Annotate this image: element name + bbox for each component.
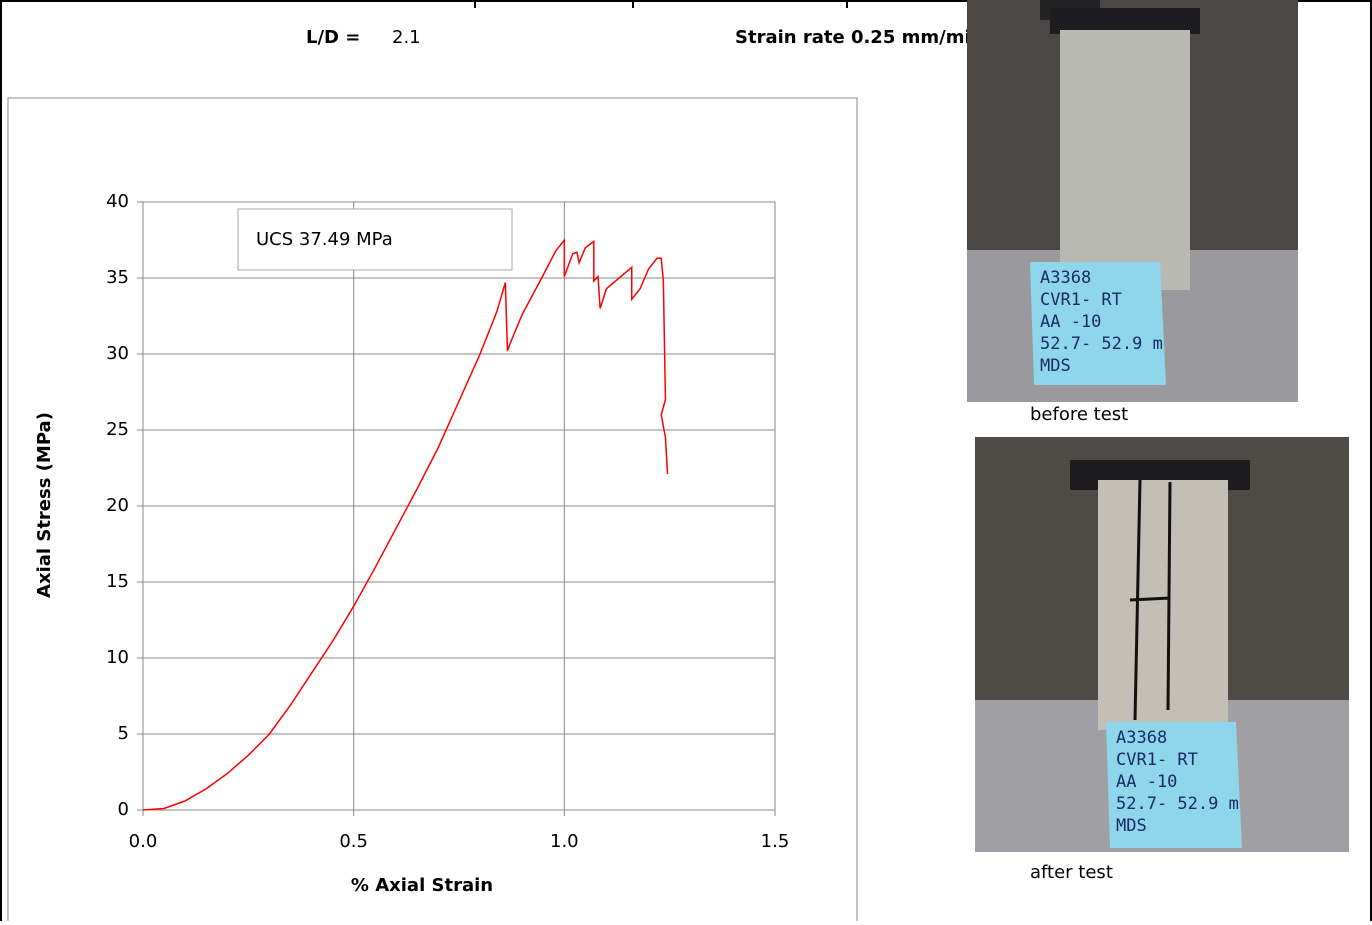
x-tick-label: 0.5 bbox=[339, 831, 368, 852]
y-tick-label: 15 bbox=[106, 571, 129, 592]
ld-label: L/D = bbox=[306, 27, 360, 48]
photo-before bbox=[967, 0, 1298, 402]
y-axis-label: Axial Stress (MPa) bbox=[34, 412, 55, 598]
ld-value: 2.1 bbox=[392, 27, 421, 48]
photo-note: MDS bbox=[1116, 816, 1147, 836]
y-tick-label: 10 bbox=[106, 647, 129, 668]
photo-note: MDS bbox=[1040, 356, 1071, 376]
photo-note: AA -10 bbox=[1040, 312, 1101, 332]
y-tick-label: 20 bbox=[106, 495, 129, 516]
annotation-box bbox=[237, 208, 513, 271]
y-tick-label: 40 bbox=[106, 191, 129, 212]
annotation: UCS 37.49 MPa bbox=[256, 229, 393, 250]
photo-note: 52.7- 52.9 m bbox=[1116, 794, 1239, 814]
x-axis-label: % Axial Strain bbox=[351, 875, 493, 896]
photo-note: CVR1- RT bbox=[1040, 290, 1122, 310]
photo-caption: after test bbox=[1030, 862, 1113, 883]
y-tick-label: 30 bbox=[106, 343, 129, 364]
photo-note: CVR1- RT bbox=[1116, 750, 1198, 770]
x-tick-label: 1.0 bbox=[550, 831, 579, 852]
data-line bbox=[142, 238, 669, 811]
photo-note: A3368 bbox=[1116, 728, 1167, 748]
plot: 0 5 10 15 20 25 30 35 40 0.0 0.5 1.0 1.5 bbox=[106, 191, 789, 852]
x-tick-label: 0.0 bbox=[129, 831, 158, 852]
x-tick-label: 1.5 bbox=[761, 831, 790, 852]
photo-caption: before test bbox=[1030, 404, 1128, 425]
y-tick-label: 35 bbox=[106, 267, 129, 288]
photo-note: A3368 bbox=[1040, 268, 1091, 288]
photo-note: 52.7- 52.9 m bbox=[1040, 334, 1163, 354]
y-tick-label: 5 bbox=[118, 723, 129, 744]
y-tick-label: 0 bbox=[118, 799, 129, 820]
y-tick-label: 25 bbox=[106, 419, 129, 440]
strain-rate: Strain rate 0.25 mm/min bbox=[735, 27, 983, 48]
photo-after bbox=[975, 437, 1349, 852]
photo-note: AA -10 bbox=[1116, 772, 1177, 792]
